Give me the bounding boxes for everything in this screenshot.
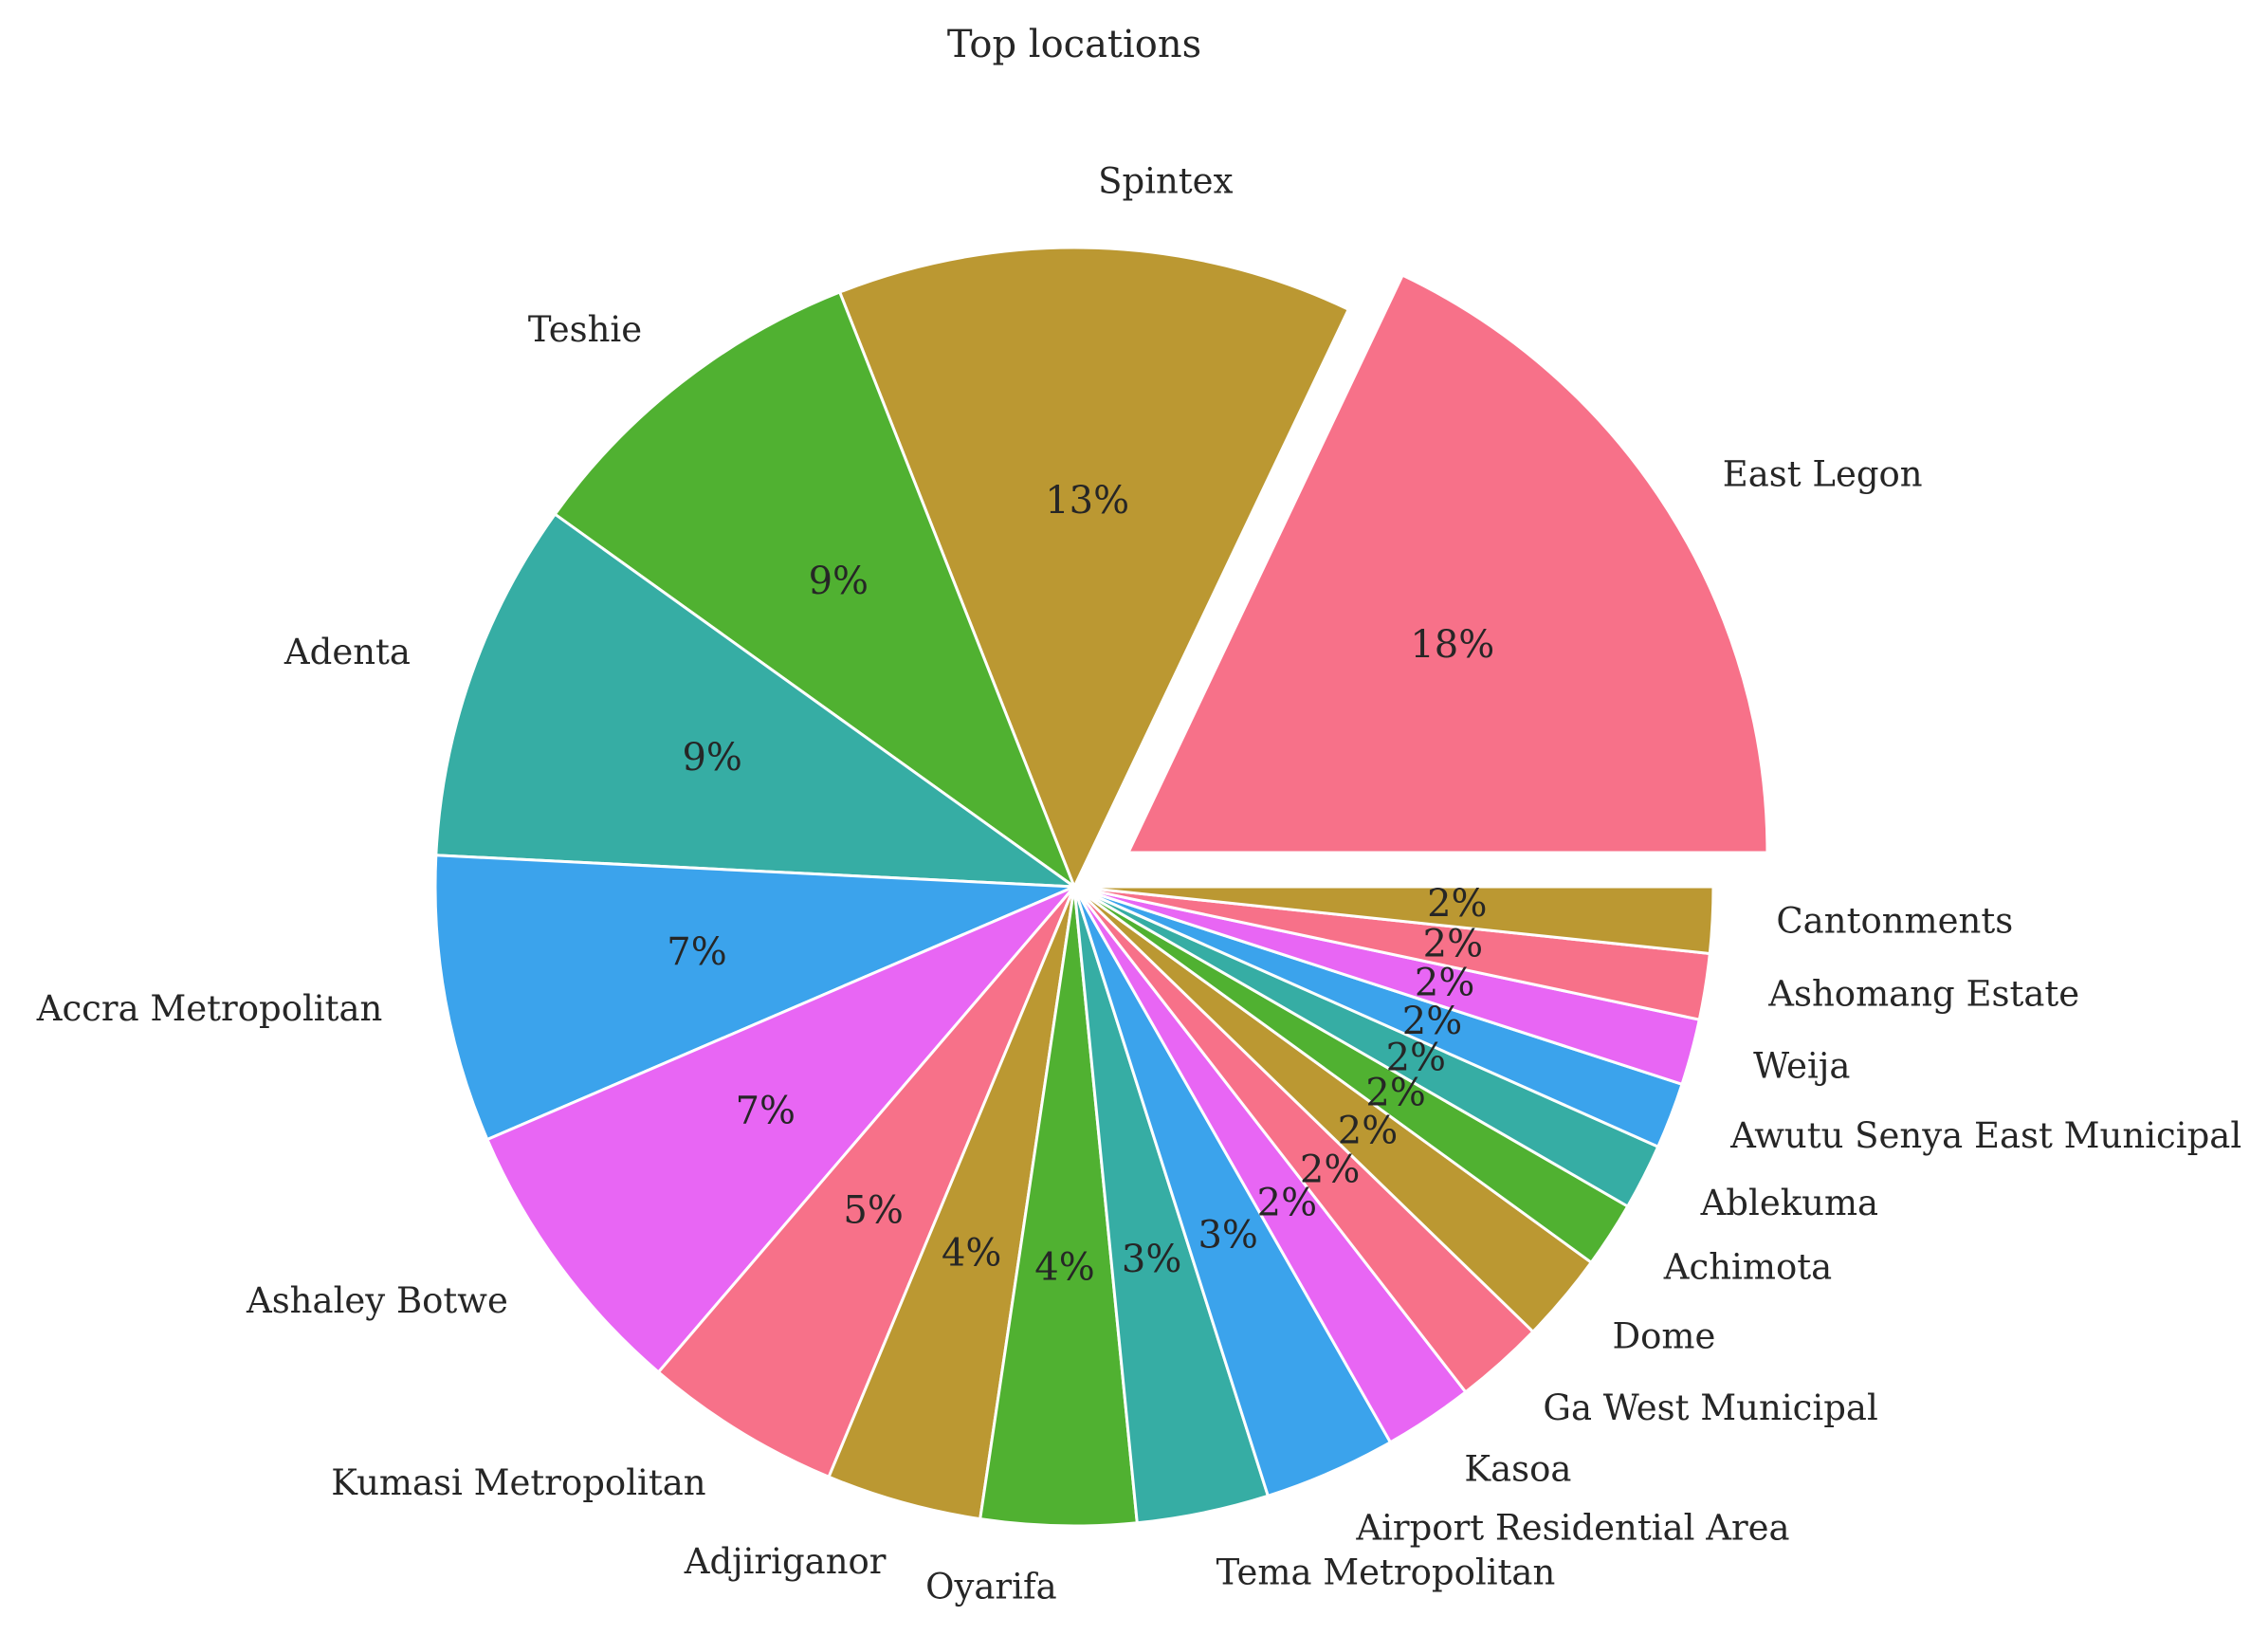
pie-slice-spintex — [837, 246, 1351, 891]
slice-label-ablekuma: Ablekuma — [1700, 1183, 1879, 1223]
slice-label-achimota: Achimota — [1663, 1246, 1832, 1287]
percent-label-accra-metropolitan: 7% — [667, 930, 726, 974]
slice-label-kasoa: Kasoa — [1464, 1448, 1571, 1489]
slice-label-awutu-senya-east-municipal: Awutu Senya East Municipal — [1729, 1115, 2241, 1156]
percent-label-east-legon: 18% — [1410, 623, 1494, 667]
percent-label-teshie: 9% — [809, 560, 869, 603]
slice-label-adjiriganor: Adjiriganor — [684, 1541, 887, 1582]
percent-label-ashomang-estate: 2% — [1423, 922, 1483, 965]
slice-label-airport-residential-area: Airport Residential Area — [1355, 1508, 1789, 1549]
slice-label-cantonments: Cantonments — [1776, 900, 2013, 941]
percent-label-airport-residential-area: 3% — [1198, 1213, 1257, 1257]
percent-label-tema-metropolitan: 3% — [1122, 1238, 1181, 1281]
percent-label-ablekuma: 2% — [1386, 1037, 1446, 1080]
slice-label-ashomang-estate: Ashomang Estate — [1767, 973, 2079, 1014]
slice-label-dome: Dome — [1612, 1316, 1715, 1357]
pie-slice-teshie — [553, 290, 1078, 891]
slice-label-spintex: Spintex — [1098, 161, 1233, 202]
percent-label-ashaley-botwe: 7% — [736, 1090, 796, 1133]
percent-label-achimota: 2% — [1365, 1071, 1425, 1114]
percent-label-weija: 2% — [1415, 962, 1474, 1005]
percent-label-oyarifa: 4% — [1034, 1245, 1094, 1289]
percent-label-adjiriganor: 4% — [942, 1232, 1001, 1276]
percent-label-cantonments: 2% — [1427, 882, 1487, 926]
percent-label-dome: 2% — [1338, 1109, 1398, 1152]
slice-label-accra-metropolitan: Accra Metropolitan — [36, 988, 383, 1029]
pie-slice-kumasi-metropolitan — [656, 886, 1076, 1479]
percent-label-ga-west-municipal: 2% — [1300, 1148, 1360, 1191]
slice-label-kumasi-metropolitan: Kumasi Metropolitan — [331, 1462, 705, 1503]
slice-label-tema-metropolitan: Tema Metropolitan — [1216, 1552, 1556, 1593]
pie-slice-cantonments — [1073, 885, 1715, 956]
percent-label-spintex: 13% — [1045, 479, 1129, 523]
slice-label-teshie: Teshie — [528, 309, 642, 350]
percent-label-awutu-senya-east-municipal: 2% — [1402, 1000, 1462, 1043]
percent-label-kumasi-metropolitan: 5% — [843, 1188, 903, 1232]
percent-label-kasoa: 2% — [1257, 1181, 1317, 1224]
slice-label-oyarifa: Oyarifa — [925, 1567, 1057, 1607]
slice-label-ashaley-botwe: Ashaley Botwe — [246, 1280, 508, 1321]
pie-slice-ashaley-botwe — [485, 885, 1076, 1374]
labels-group: East Legon Spintex Teshie Adenta Accra Metro… — [36, 161, 2241, 1607]
pie-slice-accra-metropolitan — [433, 854, 1075, 1142]
slice-label-east-legon: East Legon — [1723, 453, 1923, 494]
slices-group — [433, 246, 1769, 1528]
slice-label-ga-west-municipal: Ga West Municipal — [1543, 1387, 1877, 1428]
pie-slice-east-legon — [1125, 273, 1769, 854]
slice-label-weija: Weija — [1753, 1045, 1850, 1086]
pie-slice-adenta — [434, 512, 1080, 889]
percent-labels-group: 18%13%9%9%7%7%5%4% 4% 3%3%2%2%2%2%2%2%2%2%… — [667, 479, 1494, 1289]
chart-title: Top locations — [947, 23, 1201, 66]
slice-label-adenta: Adenta — [284, 632, 411, 672]
percent-label-adenta: 9% — [682, 736, 741, 780]
